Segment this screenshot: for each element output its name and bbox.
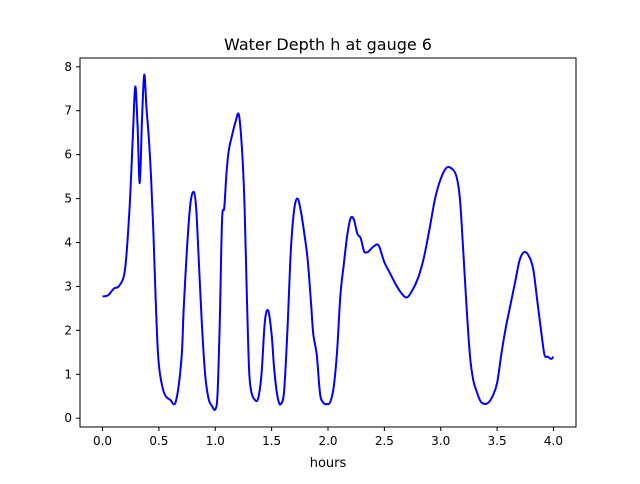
- x-tick-label: 0.5: [149, 434, 168, 448]
- y-tick-label: 3: [64, 279, 72, 293]
- y-tick-label: 5: [64, 192, 72, 206]
- x-tick-label: 3.0: [431, 434, 450, 448]
- x-tick-label: 1.0: [206, 434, 225, 448]
- x-axis-label: hours: [310, 456, 347, 471]
- series-line-0: [102, 73, 555, 411]
- axes-frame: [79, 57, 577, 428]
- x-tick-label: 2.5: [375, 434, 394, 448]
- x-tick-label: 4.0: [544, 434, 563, 448]
- y-tick-label: 8: [64, 60, 72, 74]
- y-tick-label: 6: [64, 148, 72, 162]
- y-tick-label: 7: [64, 104, 72, 118]
- x-tick-label: 1.5: [262, 434, 281, 448]
- plot-area: 0.0 0.5 1.0 1.5 2.0 2.5 3.0 3.5 4.0 0 1 2 3 4 5 6 7 8: [64, 60, 563, 448]
- x-tick-label: 3.5: [488, 434, 507, 448]
- chart-title: Water Depth h at gauge 6: [224, 35, 432, 54]
- y-tick-label: 0: [64, 411, 72, 425]
- y-tick-label: 2: [64, 323, 72, 337]
- y-tick-label: 4: [64, 236, 72, 250]
- y-tick-label: 1: [64, 367, 72, 381]
- x-tick-label: 0.0: [93, 434, 112, 448]
- x-tick-label: 2.0: [318, 434, 337, 448]
